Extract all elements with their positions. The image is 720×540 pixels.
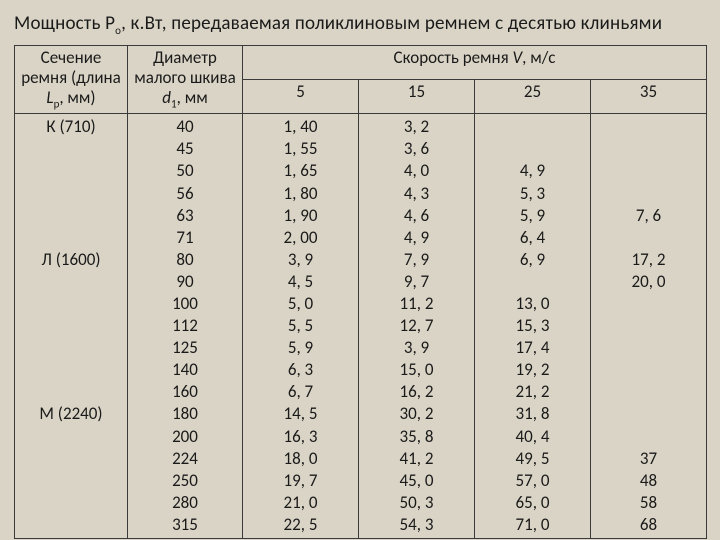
hdr-diameter: Диаметр малого шкива d1, мм [128, 45, 243, 113]
power-table: Сечение ремня (длина Lр, мм) Диаметр мал… [14, 45, 707, 539]
hdr-v35: 35 [591, 80, 707, 114]
cell-sections: К (710) Л (1600) М (2240) [15, 114, 128, 539]
hdr-v15: 15 [359, 80, 475, 114]
page-title: Мощность Ро, к.Вт, передаваемая поликлин… [14, 12, 706, 37]
cell-v15: 3, 23, 64, 04, 34, 64, 97, 99, 711, 212,… [359, 114, 475, 539]
cell-v25: 4, 95, 35, 96, 46, 9 13, 015, 317, 419, … [475, 114, 591, 539]
hdr-section: Сечение ремня (длина Lр, мм) [15, 45, 128, 113]
data-row: К (710) Л (1600) М (2240) 40455056637180… [15, 114, 707, 539]
cell-v5: 1, 401, 551, 651, 801, 902, 003, 94, 55,… [243, 114, 359, 539]
cell-diameters: 4045505663718090100112125140160180200224… [128, 114, 243, 539]
hdr-speed: Скорость ремня V, м/с [243, 45, 707, 79]
cell-v35: 7, 6 17, 220, 0 37485868 [591, 114, 707, 539]
hdr-v25: 25 [475, 80, 591, 114]
hdr-v5: 5 [243, 80, 359, 114]
header-row-1: Сечение ремня (длина Lр, мм) Диаметр мал… [15, 45, 707, 79]
